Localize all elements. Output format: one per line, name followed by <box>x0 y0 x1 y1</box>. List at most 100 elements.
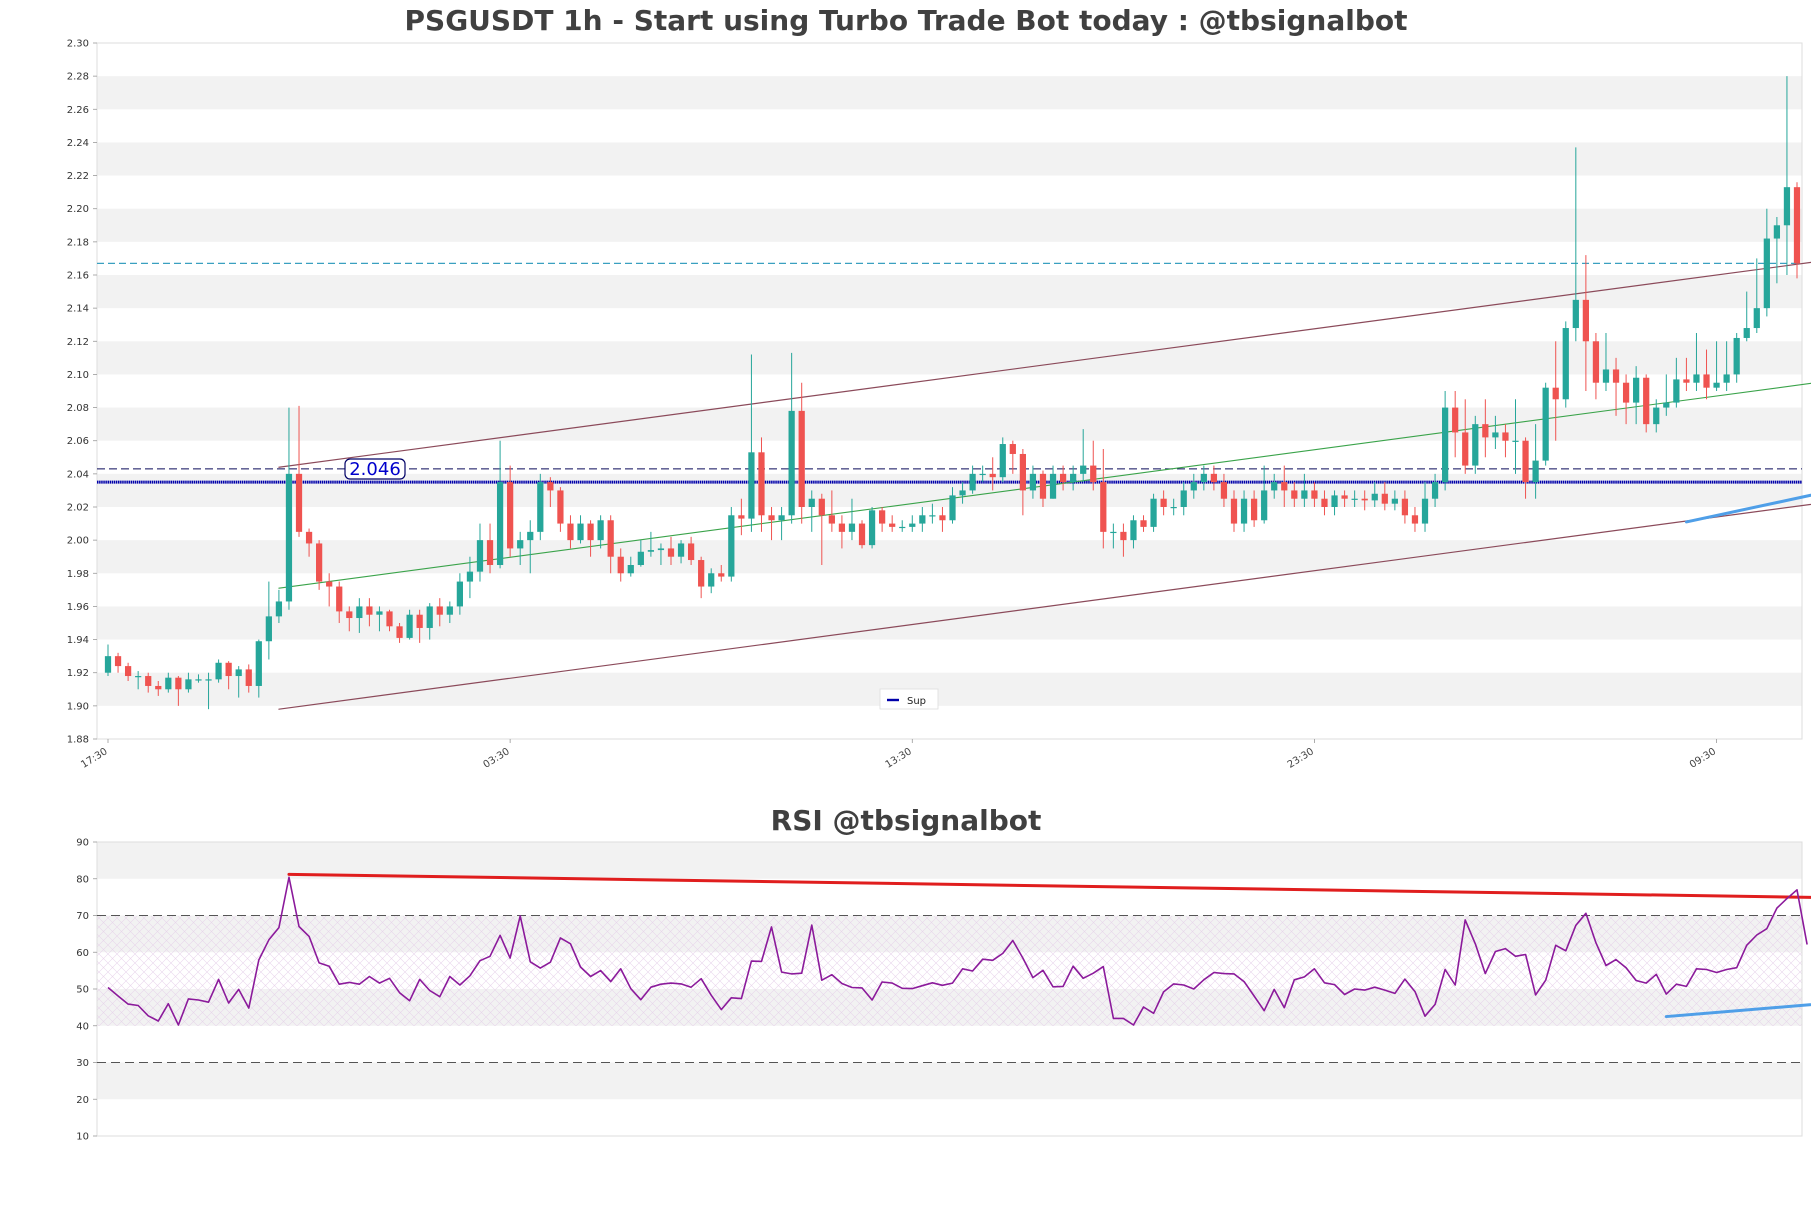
candle-body <box>1100 482 1107 532</box>
price-annotation: 2.046 <box>344 458 406 480</box>
candle-body <box>1683 379 1690 383</box>
legend: Sup <box>879 688 939 710</box>
candle-body <box>1029 473 1037 491</box>
candle-body <box>1220 482 1228 499</box>
candle-body <box>848 523 856 532</box>
candle-body <box>1733 337 1740 375</box>
price-chart-title: PSGUSDT 1h - Start using Turbo Trade Bot… <box>405 4 1408 37</box>
price-grid-band <box>97 142 1802 176</box>
price-y-tick-label: 1.96 <box>67 602 89 613</box>
candle-body <box>1643 377 1650 425</box>
candle-body <box>979 473 986 476</box>
price-y-tick-label: 2.26 <box>67 105 89 116</box>
candle <box>537 473 544 541</box>
candle-body <box>1090 465 1097 483</box>
candle <box>185 672 192 693</box>
candle-body <box>245 669 252 686</box>
candle <box>1612 357 1620 416</box>
candle-body <box>1059 473 1067 483</box>
candle-body <box>255 641 262 686</box>
candle-body <box>1210 473 1218 483</box>
candle <box>687 536 695 565</box>
candle-body <box>145 676 152 686</box>
candle <box>577 515 584 544</box>
candle-body <box>889 523 896 527</box>
candle <box>124 662 132 681</box>
candle <box>326 573 333 607</box>
candle <box>788 352 795 524</box>
rsi-series <box>107 876 1808 1026</box>
candle-body <box>1442 407 1449 483</box>
candle <box>1592 333 1600 400</box>
candle-body <box>1713 382 1720 388</box>
candle-body <box>1070 473 1077 483</box>
candle-body <box>185 679 192 690</box>
candle-body <box>607 520 614 557</box>
candle-body <box>1291 490 1298 499</box>
candle-body <box>547 482 554 491</box>
candle-body <box>879 510 886 524</box>
candle-body <box>828 515 835 524</box>
candle-body <box>1391 498 1398 504</box>
candle-body <box>1371 493 1378 501</box>
rsi-y-tick-label: 50 <box>76 985 89 996</box>
price-y-tick-label: 2.02 <box>67 503 89 514</box>
candle-body <box>919 515 926 524</box>
price-annotation-label: 2.046 <box>349 459 401 480</box>
candle <box>979 465 986 483</box>
candle <box>647 531 655 557</box>
rsi-chart-title: RSI @tbsignalbot <box>771 804 1042 837</box>
candle <box>1653 399 1660 433</box>
candle <box>1321 490 1328 516</box>
candle <box>396 623 403 643</box>
candle <box>1311 482 1318 507</box>
candle-body <box>1633 377 1640 403</box>
candle <box>1140 515 1147 532</box>
rsi-grid-band <box>97 842 1802 879</box>
candle-body <box>496 482 504 565</box>
candle-body <box>1763 238 1770 309</box>
candle <box>1120 523 1127 557</box>
price-y-tick-label: 2.20 <box>67 204 89 215</box>
candle <box>305 528 313 557</box>
candle <box>1663 374 1670 416</box>
candle-body <box>1271 482 1278 491</box>
candle <box>346 606 353 632</box>
candle <box>949 487 956 524</box>
candle-body <box>225 662 232 677</box>
candle <box>939 507 946 532</box>
price-y-tick-label: 2.30 <box>67 39 89 50</box>
candle <box>1230 490 1238 532</box>
candle <box>486 523 494 574</box>
candle <box>466 556 474 599</box>
candle <box>1401 490 1409 524</box>
candle-body <box>687 543 695 561</box>
candle-body <box>1793 187 1801 264</box>
candle <box>1421 482 1429 532</box>
rsi-y-tick-label: 40 <box>76 1021 89 1032</box>
candle-body <box>426 606 433 628</box>
candle <box>848 498 856 541</box>
candle <box>1542 382 1549 466</box>
candle-body <box>677 543 685 557</box>
candle <box>617 548 624 582</box>
candle <box>1160 490 1167 516</box>
candle <box>808 490 815 532</box>
candle <box>446 601 453 623</box>
candle <box>1552 341 1559 441</box>
rsi-y-tick-label: 80 <box>76 874 89 885</box>
candle <box>1240 490 1248 532</box>
candle <box>1723 341 1730 391</box>
candle-body <box>1703 374 1710 388</box>
candle-body <box>1552 387 1559 400</box>
candle-body <box>155 685 162 690</box>
candle <box>1431 473 1439 507</box>
rsi-grid-band <box>97 1062 1802 1100</box>
candle-body <box>1462 432 1469 466</box>
candle <box>1452 391 1459 458</box>
candle <box>557 487 564 532</box>
candle-body <box>1693 374 1700 383</box>
candle <box>1351 490 1358 507</box>
candle <box>989 457 996 491</box>
